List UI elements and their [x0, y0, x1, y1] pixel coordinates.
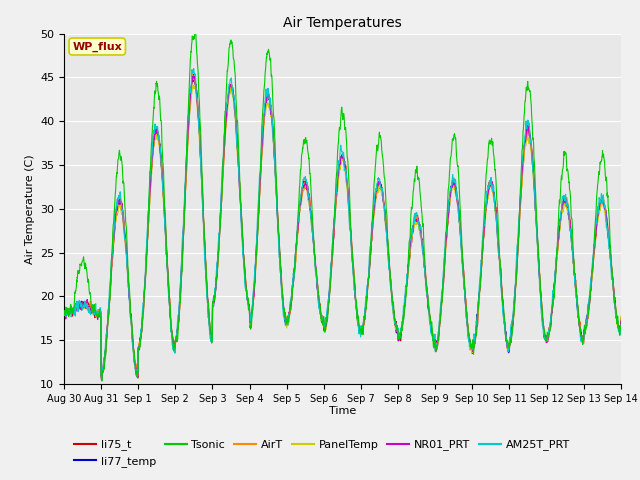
Legend: li75_t, li77_temp, Tsonic, AirT, PanelTemp, NR01_PRT, AM25T_PRT: li75_t, li77_temp, Tsonic, AirT, PanelTe…: [70, 435, 574, 471]
Text: WP_flux: WP_flux: [72, 41, 122, 52]
Y-axis label: Air Temperature (C): Air Temperature (C): [24, 154, 35, 264]
X-axis label: Time: Time: [329, 407, 356, 417]
Title: Air Temperatures: Air Temperatures: [283, 16, 402, 30]
